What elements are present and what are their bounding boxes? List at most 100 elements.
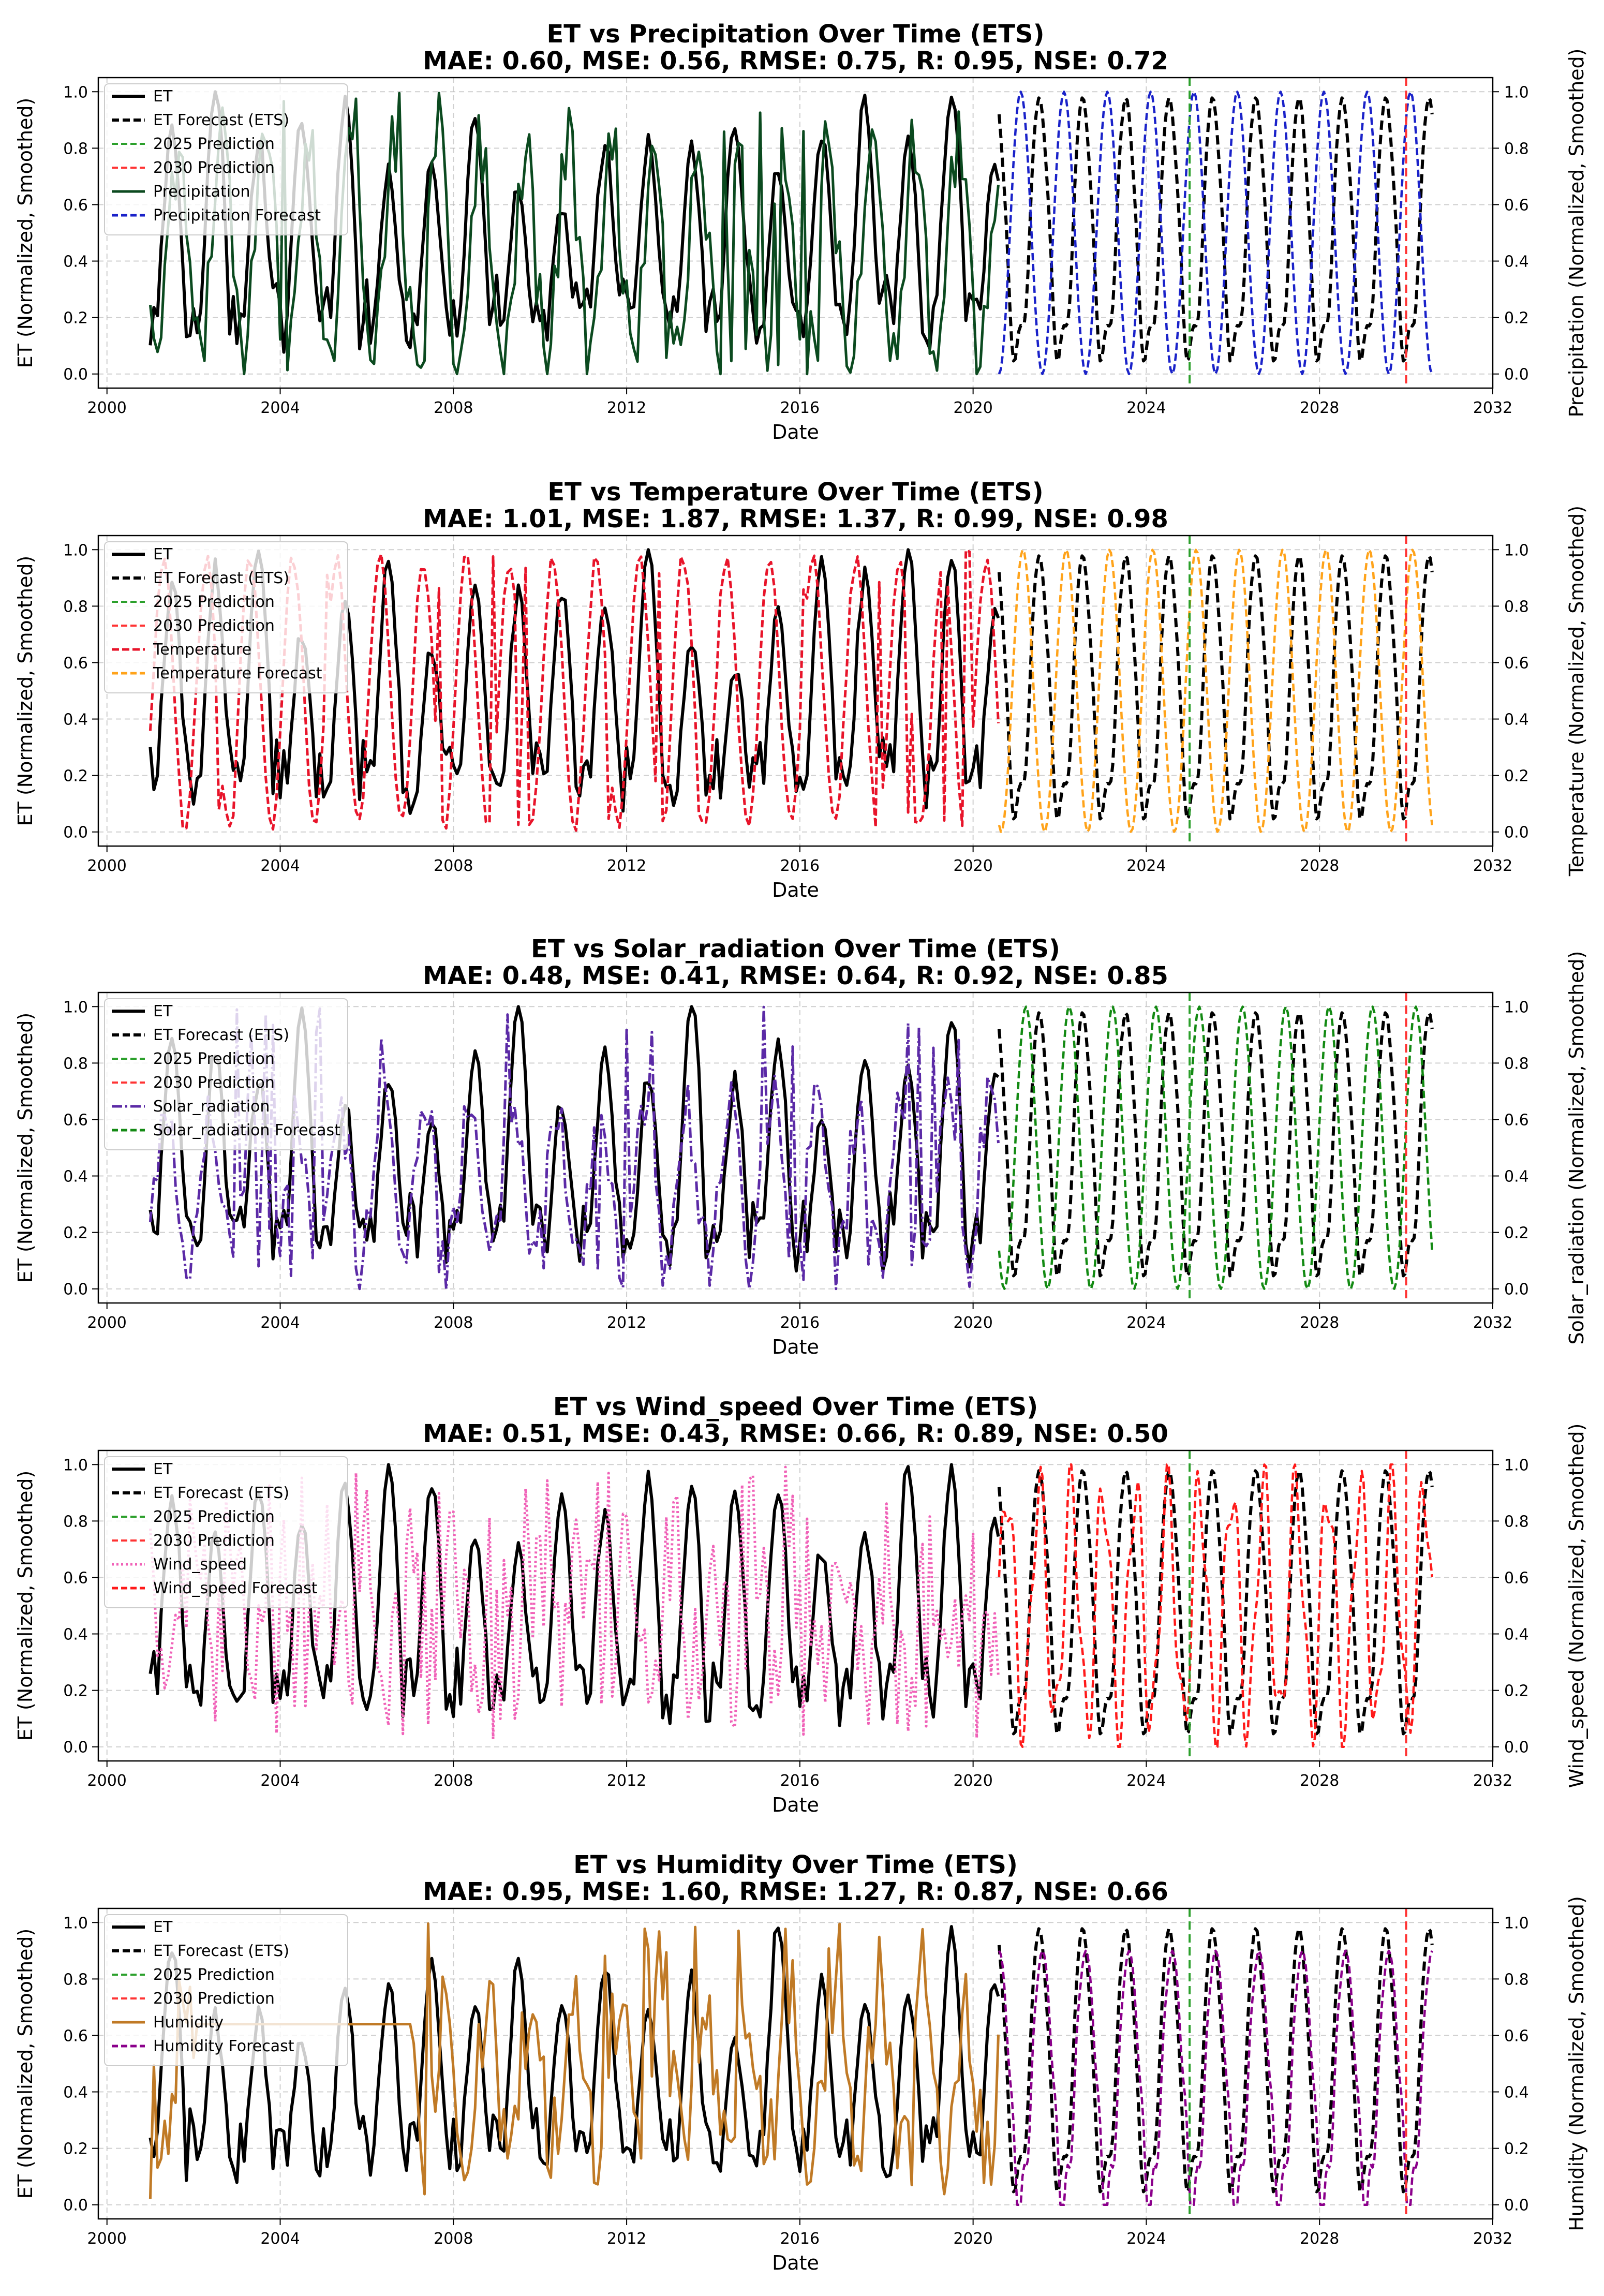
y-tick-label-right: 0.8: [1504, 598, 1529, 616]
chart-title: ET vs Wind_speed Over Time (ETS): [553, 1393, 1038, 1421]
legend: ET ET Forecast (ETS) 2025 Prediction 2030 P…: [104, 83, 348, 235]
legend-label: ET Forecast (ETS): [153, 1942, 289, 1960]
legend-label: Precipitation Forecast: [153, 206, 321, 225]
y-axis-label-left: ET (Normalized, Smoothed): [14, 556, 37, 826]
chart-panel-3: ET vs Solar_radiation Over Time (ETS)MAE…: [14, 935, 1588, 1358]
series-line-3: [148, 92, 1000, 376]
x-tick-label: 2008: [434, 399, 473, 417]
y-tick-label-right: 0.0: [1504, 1281, 1529, 1299]
y-tick-label-right: 0.2: [1504, 1682, 1529, 1700]
x-tick-label: 2016: [780, 399, 820, 417]
y-axis-label-left: ET (Normalized, Smoothed): [14, 1013, 37, 1283]
y-tick-label-right: 0.2: [1504, 1224, 1529, 1242]
y-tick-label-right: 0.4: [1504, 1626, 1529, 1644]
legend-label: 2030 Prediction: [153, 159, 275, 177]
x-tick-label: 2020: [953, 857, 992, 875]
legend-label: ET: [153, 87, 173, 106]
y-tick-label-left: 0.2: [63, 767, 88, 786]
legend-label: 2025 Prediction: [153, 135, 275, 153]
x-tick-label: 2000: [87, 857, 127, 875]
y-axis-label-left: ET (Normalized, Smoothed): [14, 1929, 37, 2199]
y-axis-label-right: Wind_speed (Normalized, Smoothed): [1565, 1424, 1588, 1788]
chart-title: ET vs Temperature Over Time (ETS): [547, 478, 1043, 507]
plot-area: [148, 1450, 1434, 1761]
y-tick-label-right: 1.0: [1504, 541, 1529, 559]
y-tick-label-right: 0.2: [1504, 2140, 1529, 2158]
legend-label: 2030 Prediction: [153, 1990, 275, 2008]
x-tick-label: 2024: [1126, 2230, 1166, 2248]
y-tick-label-left: 0.2: [63, 2140, 88, 2158]
x-tick-label: 2008: [434, 857, 473, 875]
y-tick-label-right: 0.4: [1504, 1168, 1529, 1186]
y-tick-label-right: 0.0: [1504, 824, 1529, 842]
x-tick-label: 2028: [1300, 857, 1339, 875]
legend-label: Humidity: [153, 2013, 224, 2032]
y-tick-label-right: 0.6: [1504, 196, 1529, 214]
x-axis-label: Date: [772, 2251, 819, 2274]
y-tick-label-left: 0.2: [63, 1224, 88, 1242]
series-line-4: [998, 91, 1433, 375]
legend-label: Wind_speed: [153, 1556, 247, 1574]
series-line-1: [148, 1463, 1000, 1727]
y-tick-label-right: 0.6: [1504, 1111, 1529, 1129]
y-tick-label-left: 0.0: [63, 1739, 88, 1757]
y-axis-label-right: Humidity (Normalized, Smoothed): [1565, 1896, 1588, 2231]
plot-frame: [97, 535, 1494, 847]
legend-box: [104, 1914, 348, 2066]
plot-frame: [97, 991, 1494, 1304]
y-tick-label-left: 1.0: [63, 1914, 88, 1932]
x-tick-label: 2020: [953, 1314, 992, 1332]
legend-label: Humidity Forecast: [153, 2037, 294, 2055]
legend-label: 2025 Prediction: [153, 1966, 275, 1984]
y-tick-label-right: 0.4: [1504, 253, 1529, 271]
x-tick-label: 2012: [607, 857, 646, 875]
x-tick-label: 2028: [1300, 2230, 1339, 2248]
x-tick-label: 2024: [1126, 857, 1166, 875]
x-axis-label: Date: [772, 1336, 819, 1358]
x-tick-label: 2016: [780, 2230, 820, 2248]
y-tick-label-left: 1.0: [63, 1456, 88, 1474]
y-tick-label-right: 1.0: [1504, 998, 1529, 1016]
x-tick-label: 2008: [434, 1772, 473, 1790]
y-axis-label-right: Temperature (Normalized, Smoothed): [1565, 506, 1588, 877]
x-tick-label: 2020: [953, 399, 992, 417]
y-tick-label-left: 0.0: [63, 824, 88, 842]
y-tick-label-left: 0.4: [63, 711, 88, 729]
chart-metrics: MAE: 0.48, MSE: 0.41, RMSE: 0.64, R: 0.9…: [423, 961, 1168, 990]
y-tick-label-left: 1.0: [63, 83, 88, 101]
x-tick-label: 2012: [607, 1314, 646, 1332]
legend-label: ET: [153, 1002, 173, 1020]
legend-label: 2030 Prediction: [153, 1074, 275, 1092]
y-tick-label-right: 0.6: [1504, 2027, 1529, 2045]
x-tick-label: 2024: [1126, 399, 1166, 417]
x-tick-label: 2000: [87, 1772, 127, 1790]
chart-panel-4: ET vs Wind_speed Over Time (ETS)MAE: 0.5…: [14, 1393, 1588, 1816]
y-tick-label-left: 0.4: [63, 253, 88, 271]
plot-frame: [97, 77, 1494, 389]
y-tick-label-right: 0.4: [1504, 711, 1529, 729]
y-tick-label-left: 0.2: [63, 1682, 88, 1700]
x-tick-label: 2032: [1473, 857, 1512, 875]
x-tick-label: 2004: [260, 399, 300, 417]
y-tick-label-right: 0.8: [1504, 140, 1529, 158]
chart-metrics: MAE: 0.51, MSE: 0.43, RMSE: 0.66, R: 0.8…: [423, 1419, 1168, 1448]
x-tick-label: 2020: [953, 2230, 992, 2248]
y-tick-label-right: 0.8: [1504, 1513, 1529, 1531]
x-tick-label: 2032: [1473, 1772, 1512, 1790]
y-axis-label-left: ET (Normalized, Smoothed): [14, 1471, 37, 1741]
series-line-4: [998, 549, 1434, 833]
plot-frame: [97, 1907, 1494, 2220]
x-tick-label: 2000: [87, 1314, 127, 1332]
y-tick-label-right: 0.8: [1504, 1055, 1529, 1073]
y-tick-label-right: 0.8: [1504, 1971, 1529, 1989]
x-tick-label: 2028: [1300, 1772, 1339, 1790]
series-line-2: [997, 1927, 1434, 2194]
y-tick-label-right: 0.0: [1504, 366, 1529, 384]
chart-panel-1: ET vs Precipitation Over Time (ETS)MAE: …: [14, 20, 1588, 443]
y-tick-label-right: 0.0: [1504, 2197, 1529, 2215]
series-line-1: [148, 1925, 1000, 2184]
legend-box: [104, 998, 348, 1150]
legend-label: 2030 Prediction: [153, 1532, 275, 1550]
y-axis-label-left: ET (Normalized, Smoothed): [14, 98, 37, 368]
